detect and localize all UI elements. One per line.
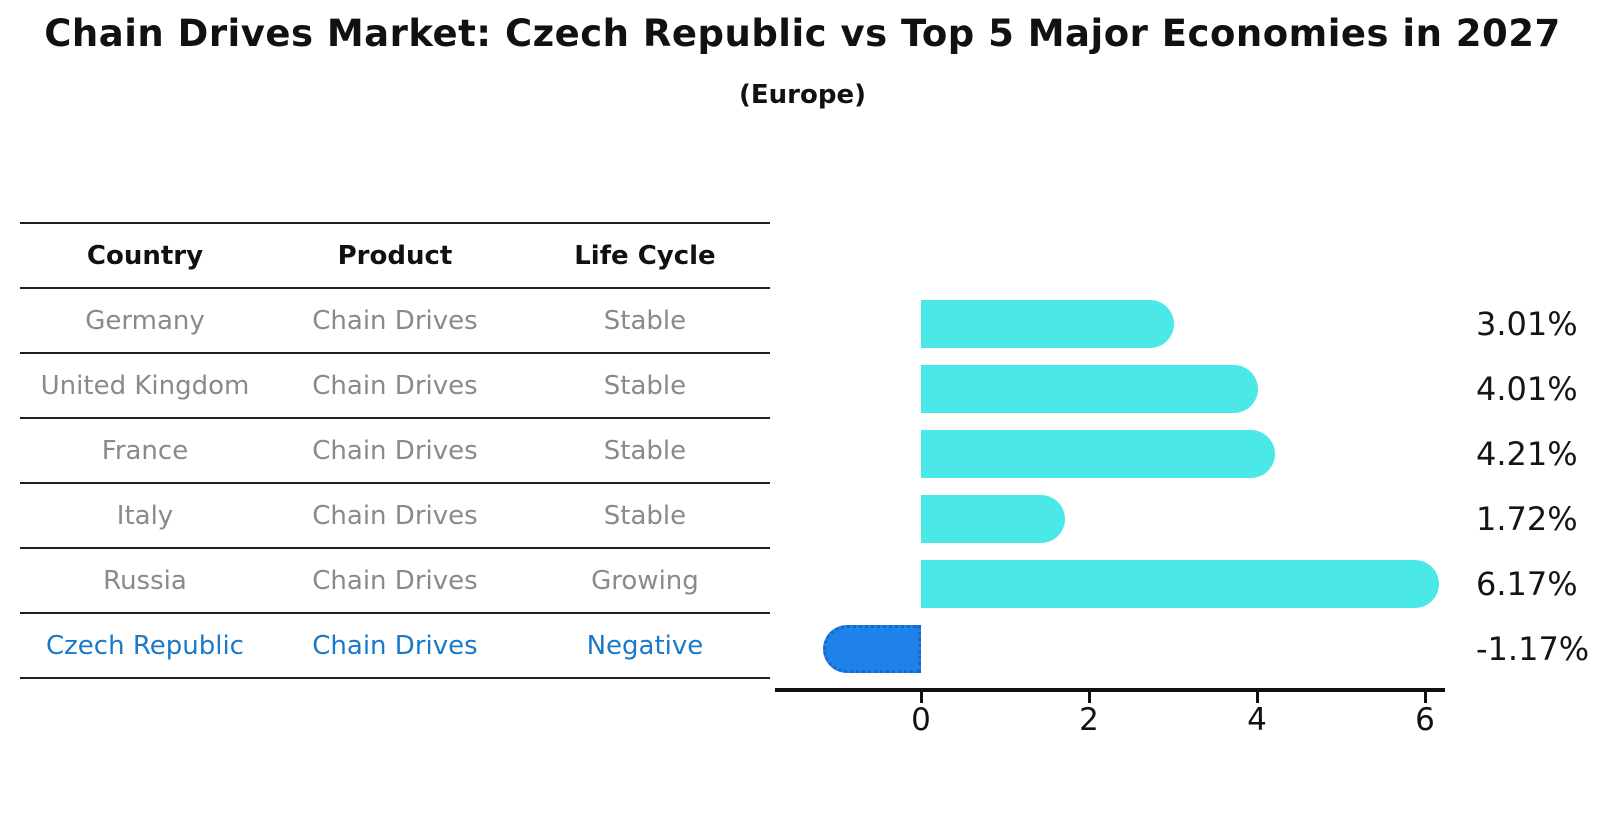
table-row: Czech Republic Chain Drives Negative bbox=[20, 614, 770, 679]
table-header-row: Country Product Life Cycle bbox=[20, 222, 770, 289]
bar-czech-republic bbox=[822, 625, 921, 673]
table-row: United Kingdom Chain Drives Stable bbox=[20, 354, 770, 419]
table-cell-country: Germany bbox=[85, 305, 205, 336]
table-cell-life-cycle: Growing bbox=[591, 565, 699, 596]
bar-value-label: 4.21% bbox=[1476, 435, 1578, 473]
x-tick-mark bbox=[1255, 692, 1259, 703]
table-cell-life-cycle: Stable bbox=[603, 305, 687, 336]
table-row: Italy Chain Drives Stable bbox=[20, 484, 770, 549]
x-tick-label: 6 bbox=[1415, 702, 1435, 738]
table-cell-product: Chain Drives bbox=[312, 630, 478, 661]
bar-value-label: -1.17% bbox=[1476, 630, 1590, 668]
table-cell-life-cycle: Stable bbox=[603, 435, 687, 466]
table-header-product: Product bbox=[337, 240, 453, 271]
bar-value-label: 3.01% bbox=[1476, 305, 1578, 343]
x-tick-label: 2 bbox=[1079, 702, 1099, 738]
country-table: Country Product Life Cycle Germany Chain … bbox=[20, 222, 770, 679]
table-cell-country: Russia bbox=[103, 565, 187, 596]
table-cell-country: France bbox=[101, 435, 189, 466]
table-cell-product: Chain Drives bbox=[312, 435, 478, 466]
bar-germany bbox=[921, 300, 1174, 348]
table-cell-product: Chain Drives bbox=[312, 565, 478, 596]
bar-russia bbox=[921, 560, 1440, 608]
table-cell-country: United Kingdom bbox=[40, 370, 250, 401]
table-cell-life-cycle: Negative bbox=[586, 630, 704, 661]
bar-france bbox=[921, 430, 1275, 478]
table-header-country: Country bbox=[86, 240, 204, 271]
x-axis-line bbox=[775, 688, 1445, 692]
table-row: France Chain Drives Stable bbox=[20, 419, 770, 484]
chart-subtitle: (Europe) bbox=[739, 80, 866, 110]
table-cell-country: Czech Republic bbox=[46, 630, 244, 661]
table-cell-product: Chain Drives bbox=[312, 305, 478, 336]
bar-united-kingdom bbox=[921, 365, 1258, 413]
table-row: Germany Chain Drives Stable bbox=[20, 289, 770, 354]
x-tick-mark bbox=[1087, 692, 1091, 703]
x-tick-label: 4 bbox=[1247, 702, 1267, 738]
table-header-lifecycle: Life Cycle bbox=[574, 240, 716, 271]
table-cell-life-cycle: Stable bbox=[603, 500, 687, 531]
bar-italy bbox=[921, 495, 1066, 543]
table-cell-life-cycle: Stable bbox=[603, 370, 687, 401]
table-cell-product: Chain Drives bbox=[312, 500, 478, 531]
bar-value-label: 1.72% bbox=[1476, 500, 1578, 538]
table-body: Germany Chain Drives Stable United Kingdom C… bbox=[20, 289, 770, 679]
bar-value-label: 6.17% bbox=[1476, 565, 1578, 603]
x-tick-label: 0 bbox=[911, 702, 931, 738]
table-cell-product: Chain Drives bbox=[312, 370, 478, 401]
x-tick-mark bbox=[919, 692, 923, 703]
chart-title: Chain Drives Market: Czech Republic vs T… bbox=[44, 12, 1561, 55]
table-row: Russia Chain Drives Growing bbox=[20, 549, 770, 614]
bar-value-label: 4.01% bbox=[1476, 370, 1578, 408]
table-cell-country: Italy bbox=[116, 500, 174, 531]
x-tick-mark bbox=[1423, 692, 1427, 703]
